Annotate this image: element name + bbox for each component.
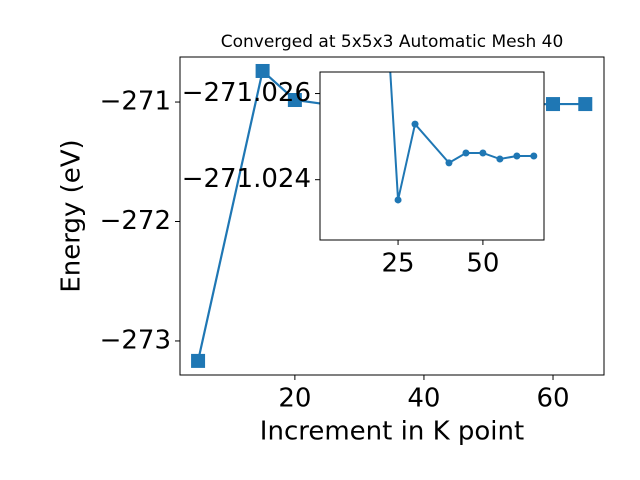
x-tick-label: 40	[407, 384, 440, 414]
data-marker	[462, 149, 470, 157]
data-marker	[530, 152, 538, 160]
data-marker	[411, 120, 419, 128]
axes-frame	[319, 71, 545, 241]
y-tick-label: −271.024	[182, 164, 311, 194]
data-marker	[546, 97, 561, 112]
chart-title: Converged at 5x5x3 Automatic Mesh 40	[221, 32, 564, 52]
data-marker	[479, 149, 487, 157]
data-marker	[287, 93, 302, 108]
x-tick-label: 60	[536, 384, 569, 414]
data-marker	[578, 97, 593, 112]
x-tick-label: 25	[382, 249, 415, 279]
x-tick-label: 50	[466, 249, 499, 279]
axes-frame	[179, 56, 605, 376]
data-marker	[255, 63, 270, 78]
data-marker	[445, 159, 453, 167]
plot-content	[389, 72, 538, 204]
data-marker	[513, 152, 521, 160]
data-marker	[191, 353, 206, 368]
data-marker	[394, 196, 402, 204]
x-axis-label: Increment in K point	[260, 417, 524, 447]
data-marker	[496, 155, 504, 163]
x-tick-label: 20	[278, 384, 311, 414]
y-axis-label: Energy (eV)	[57, 139, 87, 292]
y-tick-label: −271.026	[182, 78, 311, 108]
y-tick-label: −273	[100, 325, 171, 355]
y-tick-label: −271	[100, 87, 171, 117]
y-tick-label: −272	[100, 206, 171, 236]
plot-area	[320, 72, 544, 240]
